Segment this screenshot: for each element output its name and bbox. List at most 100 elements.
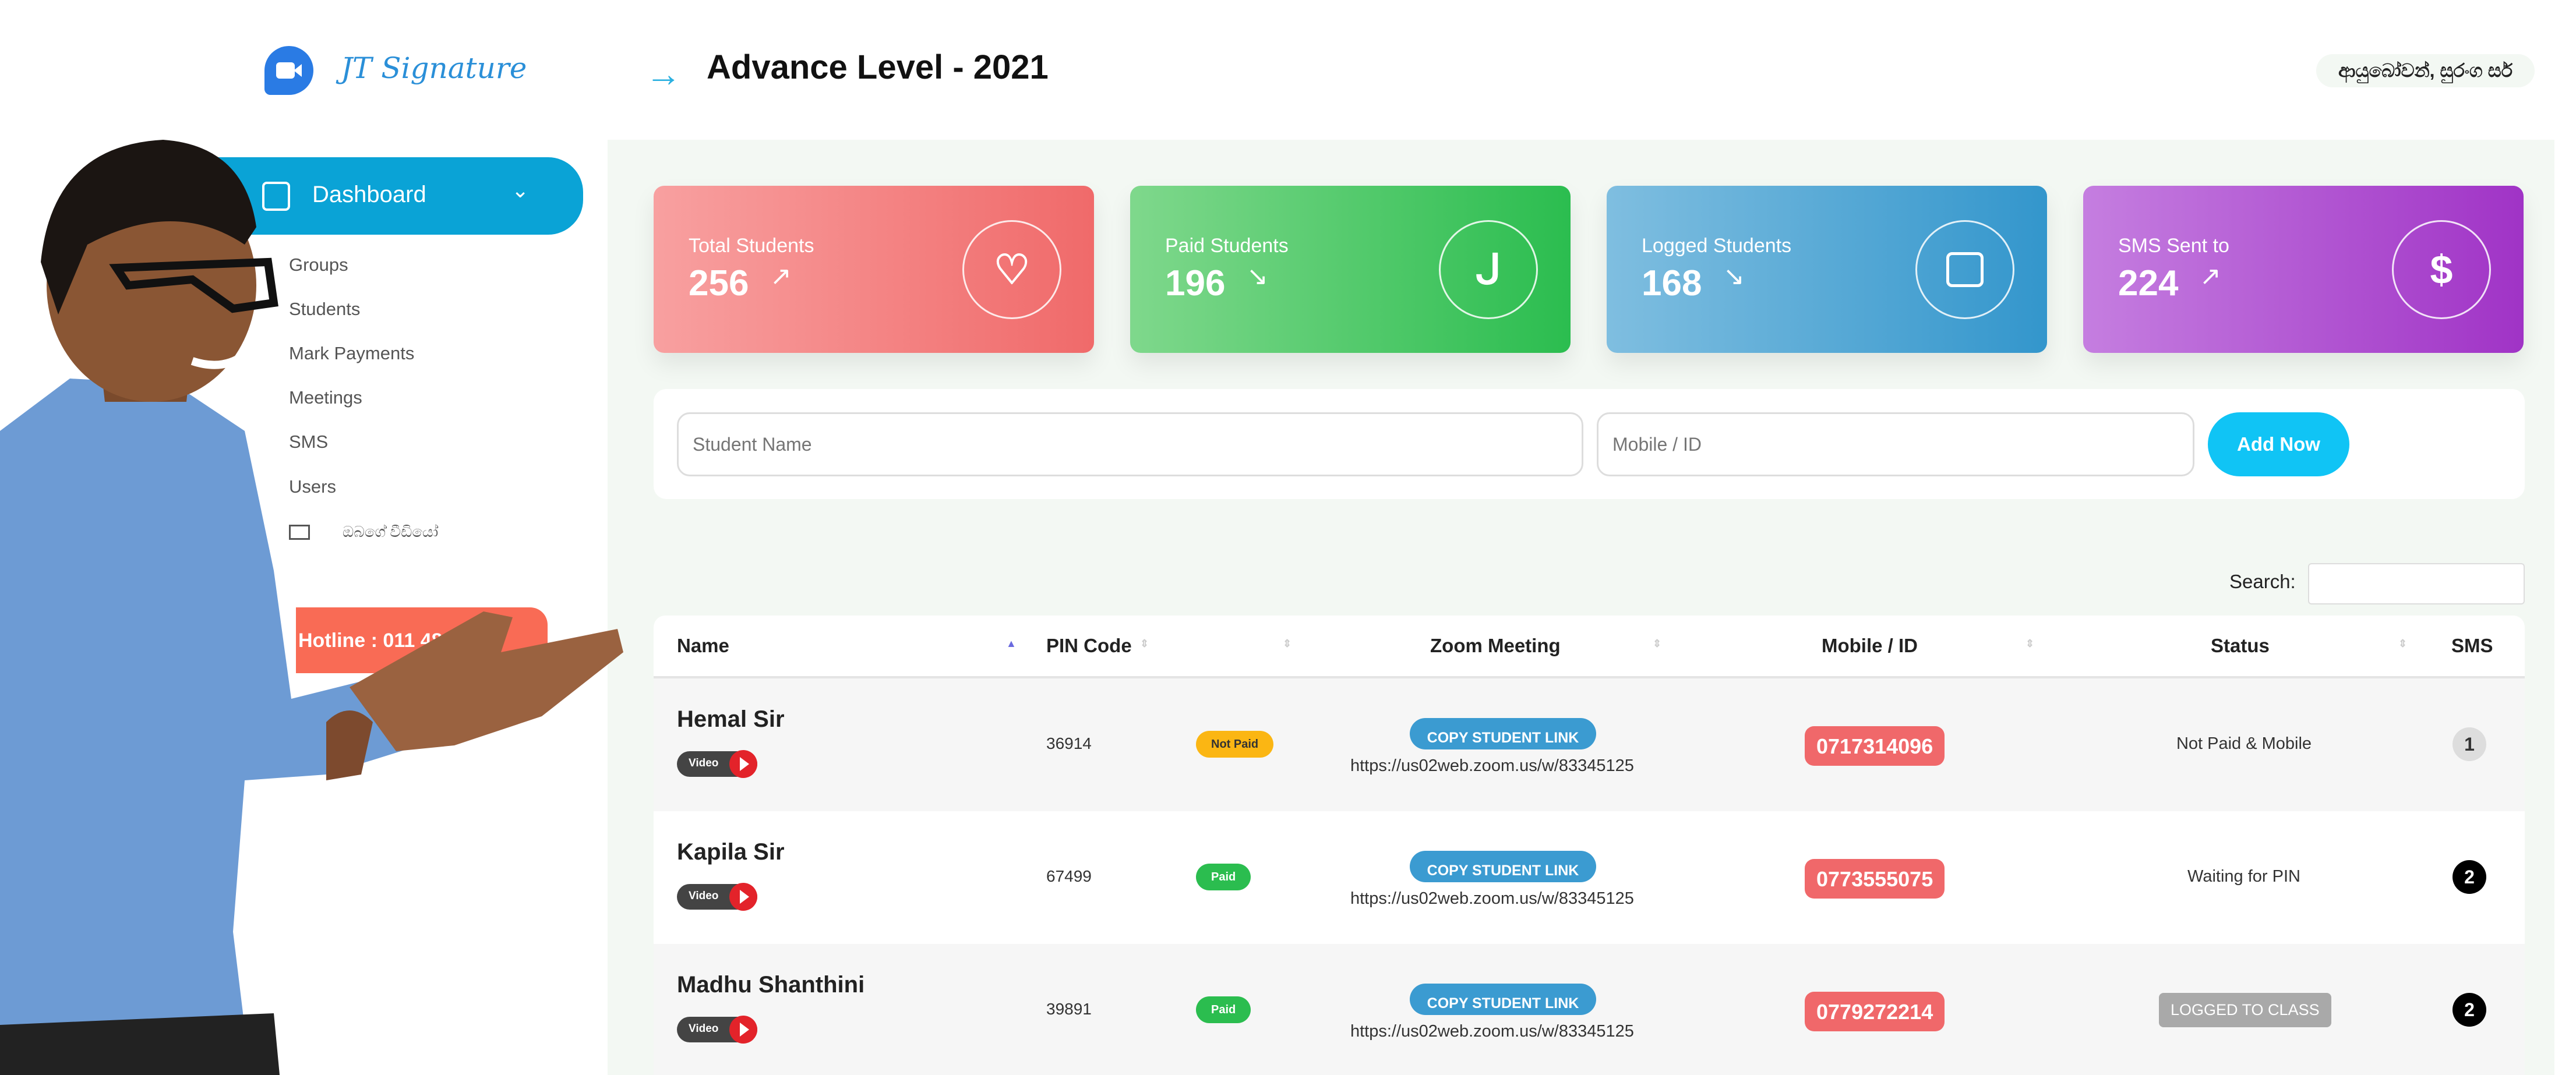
video-label: Video <box>689 890 719 902</box>
sms-count-badge: 2 <box>2453 993 2486 1027</box>
play-icon <box>729 750 757 778</box>
column-header-mobile-id[interactable]: Mobile / ID <box>1822 635 1918 656</box>
page-title: Advance Level - 2021 <box>707 48 1049 86</box>
video-camera-icon <box>264 46 313 95</box>
mobile-badge: 0779272214 <box>1805 992 1945 1031</box>
payment-badge: Paid <box>1196 864 1251 890</box>
table-row: Hemal Sir Video 36914 Not Paid COPY STUD… <box>654 678 2525 811</box>
student-name: Madhu Shanthini <box>677 972 865 998</box>
pin-code: 67499 <box>1046 867 1092 885</box>
logo-text: JT Signature <box>341 51 527 85</box>
student-name: Hemal Sir <box>677 706 785 732</box>
sidebar-item-users[interactable]: Users <box>289 476 336 497</box>
payment-badge: Paid <box>1196 996 1251 1023</box>
heart-pulse-icon: ♡ <box>962 220 1061 319</box>
hair <box>41 140 256 314</box>
zoom-url[interactable]: https://us02web.zoom.us/w/83345125 <box>1350 756 1634 775</box>
mobile-badge: 0717314096 <box>1805 726 1945 766</box>
zoom-url[interactable]: https://us02web.zoom.us/w/83345125 <box>1350 889 1634 908</box>
column-header-status[interactable]: Status <box>2211 635 2270 656</box>
video-button[interactable]: Video <box>677 883 757 911</box>
videos-label: ඔබගේ වීඩියෝ <box>343 523 439 540</box>
belt <box>0 1013 280 1075</box>
video-icon <box>289 524 310 540</box>
dashboard-label: Dashboard <box>312 182 426 207</box>
table-row: Madhu Shanthini Video 39891 Paid COPY ST… <box>654 944 2525 1075</box>
sort-icon[interactable]: ⇕ <box>1140 638 1149 649</box>
trend-down-icon: ↘ <box>1723 262 1745 291</box>
payment-badge: Not Paid <box>1196 731 1274 758</box>
stat-value: 168 <box>1642 263 1702 303</box>
add-student-form: Add Now <box>654 389 2525 499</box>
trend-down-icon: ↘ <box>1247 262 1268 291</box>
sort-icon[interactable]: ⇕ <box>1653 638 1662 649</box>
search-input[interactable] <box>2308 563 2525 604</box>
search-label: Search: <box>2229 571 2296 592</box>
stat-label: Paid Students <box>1165 235 1289 257</box>
stat-card-sms-sent: SMS Sent to 224 ↗ $ <box>2083 186 2524 353</box>
status-text: Not Paid & Mobile <box>2176 734 2312 753</box>
column-header-name[interactable]: Name <box>677 635 729 656</box>
sidebar-item-groups[interactable]: Groups <box>289 254 348 275</box>
sidebar-item-videos[interactable]: ඔබගේ වීඩියෝ <box>289 521 438 542</box>
status-chip: LOGGED TO CLASS <box>2159 993 2331 1027</box>
stat-card-paid-students: Paid Students 196 ↘ ᒍ <box>1130 186 1571 353</box>
student-name: Kapila Sir <box>677 839 785 865</box>
dollar-icon: $ <box>2392 220 2491 319</box>
user-greeting[interactable]: ආයුබෝවන්, සුරංග සර් <box>2316 54 2535 87</box>
table-header: Name ▲ PIN Code ⇕ ⇕ Zoom Meeting ⇕ Mobil… <box>654 616 2525 678</box>
sort-asc-icon[interactable]: ▲ <box>1006 638 1017 649</box>
student-name-input[interactable] <box>677 412 1583 476</box>
sidebar-item-mark-payments[interactable]: Mark Payments <box>289 343 415 363</box>
status-text: Waiting for PIN <box>2187 867 2300 886</box>
add-now-button[interactable]: Add Now <box>2208 412 2349 476</box>
mobile-id-input[interactable] <box>1597 412 2194 476</box>
column-header-sms[interactable]: SMS <box>2451 635 2493 656</box>
hand-left <box>326 710 373 780</box>
stat-card-logged-students: Logged Students 168 ↘ <box>1607 186 2047 353</box>
trend-up-icon: ↗ <box>2200 262 2221 291</box>
play-icon <box>729 883 757 911</box>
copy-student-link-button[interactable]: COPY STUDENT LINK <box>1410 984 1596 1015</box>
column-header-zoom-meeting[interactable]: Zoom Meeting <box>1430 635 1561 656</box>
arrow-right-icon[interactable]: → <box>645 54 682 94</box>
sidebar-item-sms[interactable]: SMS <box>289 432 329 452</box>
dashboard-icon <box>262 182 290 211</box>
sms-count-badge: 1 <box>2453 727 2486 761</box>
stat-value: 256 <box>689 263 749 303</box>
shirt <box>0 379 443 1075</box>
sidebar-item-dashboard[interactable]: Dashboard ⌄ <box>197 157 583 235</box>
play-icon <box>729 1016 757 1044</box>
trend-up-icon: ↗ <box>770 262 792 291</box>
video-label: Video <box>689 757 719 769</box>
column-header-pin-code[interactable]: PIN Code <box>1046 635 1132 656</box>
stat-value: 224 <box>2118 263 2179 303</box>
sort-icon[interactable]: ⇕ <box>2025 638 2035 649</box>
copy-student-link-button[interactable]: COPY STUDENT LINK <box>1410 851 1596 882</box>
stat-value: 196 <box>1165 263 1226 303</box>
glasses <box>109 257 278 313</box>
hand <box>350 611 623 751</box>
chevron-down-icon: ⌄ <box>511 178 530 202</box>
copy-student-link-button[interactable]: COPY STUDENT LINK <box>1410 718 1596 749</box>
table-row: Kapila Sir Video 67499 Paid COPY STUDENT… <box>654 811 2525 944</box>
sort-icon[interactable]: ⇕ <box>1283 638 1292 649</box>
pin-code: 39891 <box>1046 1000 1092 1018</box>
stat-label: SMS Sent to <box>2118 235 2229 257</box>
sms-count-badge: 2 <box>2453 860 2486 894</box>
smile <box>190 346 253 369</box>
stethoscope-icon: ᒍ <box>1439 220 1538 319</box>
stat-card-total-students: Total Students 256 ↗ ♡ <box>654 186 1094 353</box>
zoom-url[interactable]: https://us02web.zoom.us/w/83345125 <box>1350 1022 1634 1041</box>
video-label: Video <box>689 1023 719 1035</box>
video-button[interactable]: Video <box>677 750 757 778</box>
sidebar-item-meetings[interactable]: Meetings <box>289 387 362 408</box>
mobile-badge: 0773555075 <box>1805 859 1945 899</box>
sidebar-item-students[interactable]: Students <box>289 299 361 319</box>
video-button[interactable]: Video <box>677 1016 757 1044</box>
pin-code: 36914 <box>1046 734 1092 752</box>
calendar-icon <box>1915 220 2014 319</box>
sort-icon[interactable]: ⇕ <box>2398 638 2408 649</box>
students-table: Name ▲ PIN Code ⇕ ⇕ Zoom Meeting ⇕ Mobil… <box>654 616 2525 1075</box>
presenter-photo <box>0 140 623 1075</box>
